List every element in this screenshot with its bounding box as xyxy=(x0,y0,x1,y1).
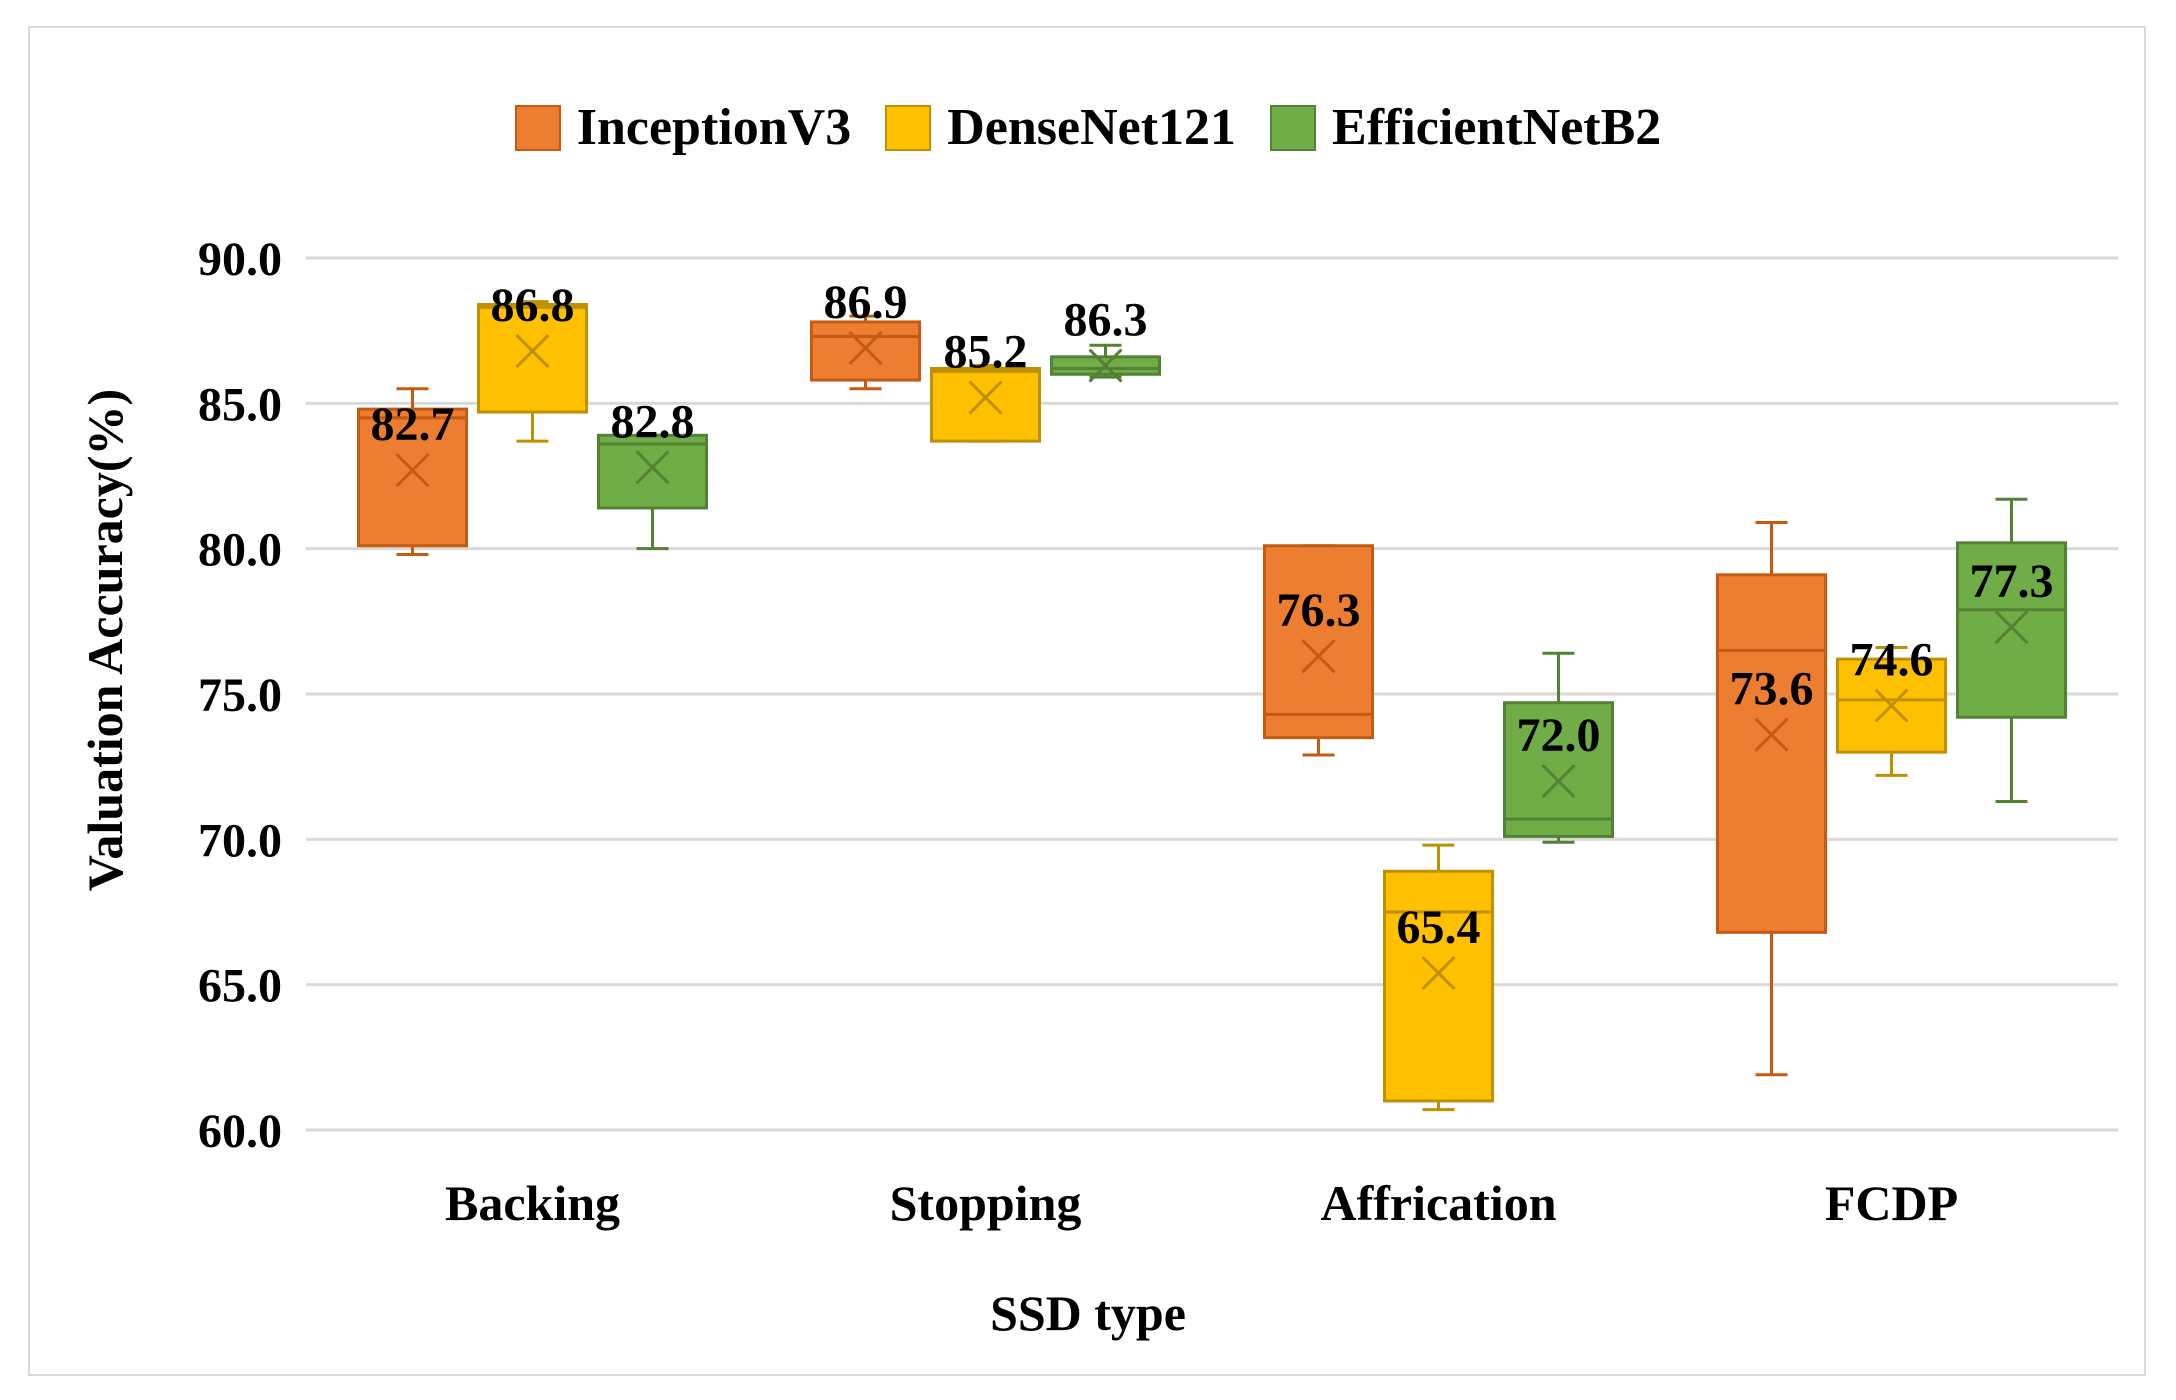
box-inceptionv3-stopping xyxy=(810,320,921,382)
mean-label-efficientnetb2-stopping: 86.3 xyxy=(1064,294,1148,347)
box-efficientnetb2-affrication xyxy=(1503,701,1614,838)
mean-marker-densenet121-stopping xyxy=(968,380,1003,415)
mean-marker-inceptionv3-affrication xyxy=(1301,639,1336,674)
mean-label-densenet121-backing: 86.8 xyxy=(491,279,575,332)
mean-marker-inceptionv3-fcdp xyxy=(1754,717,1789,752)
box-inceptionv3-fcdp xyxy=(1716,573,1827,934)
x-tick-label-backing: Backing xyxy=(445,1175,620,1231)
y-tick-label: 60.0 xyxy=(198,1105,282,1158)
mean-marker-densenet121-affrication xyxy=(1421,955,1456,991)
box-efficientnetb2-backing xyxy=(597,433,708,510)
x-tick-label-stopping: Stopping xyxy=(890,1175,1082,1231)
mean-label-densenet121-fcdp: 74.6 xyxy=(1850,634,1934,687)
y-tick-label: 70.0 xyxy=(198,814,282,867)
mean-label-efficientnetb2-backing: 82.8 xyxy=(611,395,695,448)
legend-item-inceptionv3: InceptionV3 xyxy=(514,98,852,157)
mean-marker-densenet121-fcdp xyxy=(1874,688,1909,723)
legend-label-densenet121: DenseNet121 xyxy=(947,99,1237,156)
box-densenet121-affrication xyxy=(1383,869,1494,1103)
mean-marker-inceptionv3-backing xyxy=(395,453,430,488)
y-axis-title: Valuation Accuracy(%) xyxy=(77,388,133,892)
mean-marker-efficientnetb2-stopping xyxy=(1088,348,1123,383)
y-tick-label: 90.0 xyxy=(198,233,282,286)
mean-marker-inceptionv3-stopping xyxy=(848,331,883,366)
mean-marker-efficientnetb2-backing xyxy=(635,450,670,485)
legend-item-densenet121: DenseNet121 xyxy=(885,98,1236,157)
y-tick-label: 80.0 xyxy=(198,524,282,577)
box-densenet121-stopping xyxy=(930,366,1041,443)
legend-item-efficientnetb2: EfficientNetB2 xyxy=(1270,98,1661,157)
legend: InceptionV3 DenseNet121 EfficientNetB2 xyxy=(0,98,2176,157)
x-tick-label-affrication: Affrication xyxy=(1320,1175,1556,1231)
y-tick-label: 85.0 xyxy=(198,378,282,431)
box-inceptionv3-affrication xyxy=(1263,544,1374,740)
legend-swatch-densenet121 xyxy=(885,104,932,151)
legend-label-efficientnetb2: EfficientNetB2 xyxy=(1332,99,1662,156)
box-densenet121-backing xyxy=(477,303,588,414)
legend-swatch-efficientnetb2 xyxy=(1270,104,1317,151)
mean-label-densenet121-stopping: 85.2 xyxy=(944,326,1028,379)
mean-label-inceptionv3-affrication: 76.3 xyxy=(1277,584,1361,637)
mean-label-inceptionv3-backing: 82.7 xyxy=(371,398,455,451)
box-inceptionv3-backing xyxy=(357,407,468,548)
y-tick-label: 75.0 xyxy=(198,669,282,722)
x-tick-label-fcdp: FCDP xyxy=(1825,1175,1958,1231)
mean-label-efficientnetb2-fcdp: 77.3 xyxy=(1970,555,2054,608)
mean-marker-densenet121-backing xyxy=(515,333,550,369)
legend-label-inceptionv3: InceptionV3 xyxy=(576,99,852,156)
mean-label-inceptionv3-stopping: 86.9 xyxy=(824,276,908,329)
x-axis-title: SSD type xyxy=(990,1285,1186,1341)
box-efficientnetb2-fcdp xyxy=(1956,541,2067,719)
y-tick-label: 65.0 xyxy=(198,960,282,1013)
mean-label-densenet121-affrication: 65.4 xyxy=(1397,901,1481,954)
mean-marker-efficientnetb2-fcdp xyxy=(1994,610,2029,645)
mean-label-efficientnetb2-affrication: 72.0 xyxy=(1517,709,1601,762)
mean-marker-efficientnetb2-affrication xyxy=(1541,764,1576,799)
legend-swatch-inceptionv3 xyxy=(514,104,561,151)
mean-label-inceptionv3-fcdp: 73.6 xyxy=(1730,663,1814,716)
